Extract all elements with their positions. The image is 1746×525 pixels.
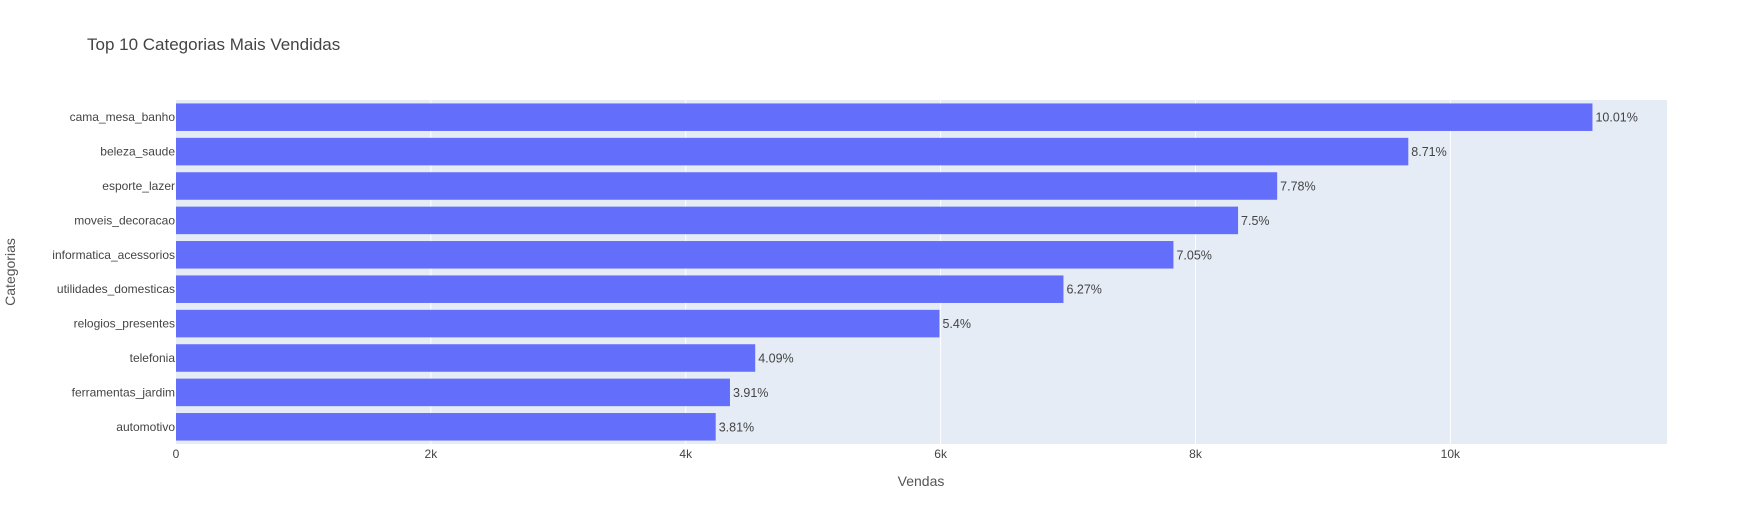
data-label: 4.09% <box>758 352 793 366</box>
chart-title: Top 10 Categorias Mais Vendidas <box>87 35 340 54</box>
data-label: 3.81% <box>719 420 754 434</box>
data-label: 7.5% <box>1241 214 1270 228</box>
bar-ferramentas-jardim[interactable] <box>176 378 730 407</box>
x-tick-label: 2k <box>425 447 439 461</box>
bar-cama-mesa-banho[interactable] <box>176 103 1593 131</box>
x-tick-label: 8k <box>1189 447 1203 461</box>
y-tick-label: relogios_presentes <box>74 317 175 331</box>
data-label: 5.4% <box>942 317 971 331</box>
bars <box>176 103 1593 441</box>
x-tick-label: 6k <box>934 447 948 461</box>
data-label: 10.01% <box>1595 111 1637 125</box>
y-tick-label: cama_mesa_banho <box>70 110 176 124</box>
y-tick-label: informatica_acessorios <box>52 248 175 262</box>
data-label: 7.05% <box>1176 248 1211 262</box>
y-tick-label: ferramentas_jardim <box>72 385 175 399</box>
bar-informatica-acessorios[interactable] <box>176 241 1174 269</box>
y-tick-label: telefonia <box>130 351 176 365</box>
bar-automotivo[interactable] <box>176 413 716 441</box>
y-axis-ticks: cama_mesa_banho beleza_saude esporte_lazer… <box>52 110 175 434</box>
data-label: 6.27% <box>1066 283 1101 297</box>
x-tick-label: 10k <box>1441 447 1461 461</box>
y-tick-label: moveis_decoracao <box>74 213 175 227</box>
data-labels: 10.01% 8.71% 7.78% 7.5% 7.05% 6.27% 5.4% 4.09% 3… <box>719 111 1638 435</box>
x-axis-title: Vendas <box>898 473 945 489</box>
bar-esporte-lazer[interactable] <box>176 172 1278 200</box>
y-tick-label: automotivo <box>116 420 175 434</box>
bar-utilidades-domesticas[interactable] <box>176 275 1064 303</box>
x-tick-label: 4k <box>679 447 693 461</box>
bar-beleza-saude[interactable] <box>176 137 1409 166</box>
x-axis-ticks: 0 2k 4k 6k 8k 10k <box>173 447 1461 461</box>
y-tick-label: beleza_saude <box>100 145 175 159</box>
bar-moveis-decoracao[interactable] <box>176 206 1239 235</box>
y-tick-label: utilidades_domesticas <box>57 282 175 296</box>
y-axis-title: Categorias <box>2 238 18 306</box>
data-label: 7.78% <box>1280 180 1315 194</box>
bar-telefonia[interactable] <box>176 344 756 372</box>
x-tick-label: 0 <box>173 447 180 461</box>
data-label: 8.71% <box>1411 145 1446 159</box>
y-tick-label: esporte_lazer <box>102 179 175 193</box>
data-label: 3.91% <box>733 386 768 400</box>
bar-relogios-presentes[interactable] <box>176 309 940 338</box>
